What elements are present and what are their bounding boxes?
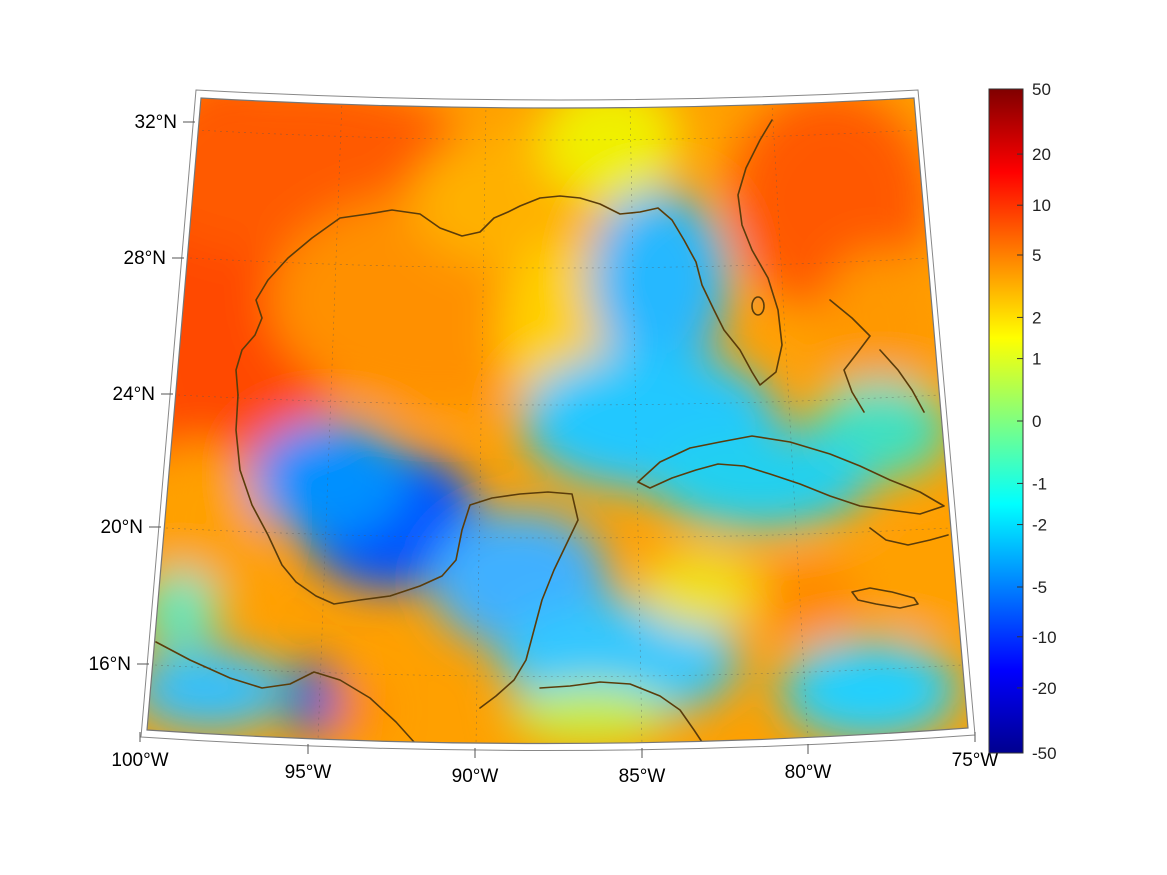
- map-frame: [146, 97, 969, 745]
- colorbar-tick-label: -20: [1032, 679, 1057, 698]
- colorbar-tick-label: -10: [1032, 628, 1057, 647]
- longitude-labels: 100°W 95°W 90°W 85°W 80°W 75°W: [111, 732, 998, 787]
- graticule: [154, 99, 963, 744]
- lake-okeechobee: [751, 296, 765, 316]
- coastline-pacific: [155, 641, 415, 743]
- coastlines: [155, 119, 949, 743]
- field-layer: [147, 98, 968, 744]
- lon-tick-label: 90°W: [452, 766, 499, 787]
- colorbar-tick-label: 2: [1032, 308, 1041, 327]
- coastline-honduras: [539, 681, 703, 743]
- lat-tick-label: 20°N: [101, 517, 143, 538]
- lat-tick-label: 24°N: [113, 384, 155, 405]
- lat-tick-label: 32°N: [135, 112, 177, 133]
- colorbar-tick-label: -2: [1032, 516, 1047, 535]
- colorbar-tick-label: 5: [1032, 246, 1041, 265]
- lon-tick-label: 75°W: [952, 750, 999, 771]
- latitude-labels: 16°N 20°N 24°N 28°N 32°N: [89, 112, 195, 675]
- lon-tick-label: 85°W: [619, 766, 666, 787]
- lon-tick-label: 95°W: [285, 762, 332, 783]
- lon-tick-label: 100°W: [111, 750, 168, 771]
- colorbar-tick-label: -1: [1032, 474, 1047, 493]
- lon-tick-label: 80°W: [785, 762, 832, 783]
- lat-tick-label: 28°N: [124, 248, 166, 269]
- coastline-hispaniola: [869, 527, 949, 546]
- colorbar-tick-label: 20: [1032, 145, 1051, 164]
- colorbar-tick-label: 10: [1032, 196, 1051, 215]
- coastline-mexico: [235, 394, 579, 709]
- colorbar-tick-label: 50: [1032, 80, 1051, 99]
- coastline-bahamas: [829, 299, 871, 413]
- coastline-bahamas-2: [879, 349, 925, 413]
- colorbar-tick-label: -50: [1032, 744, 1057, 763]
- coastline-cuba: [637, 435, 945, 515]
- coastline-us-gulf: [235, 119, 783, 396]
- lat-tick-label: 16°N: [89, 654, 131, 675]
- colorbar-tick-label: 1: [1032, 350, 1041, 369]
- map-frame-outer: [140, 89, 976, 752]
- coastline-jamaica: [851, 587, 919, 609]
- colorbar-tick-label: 0: [1032, 412, 1041, 431]
- colorbar-tick-label: -5: [1032, 578, 1047, 597]
